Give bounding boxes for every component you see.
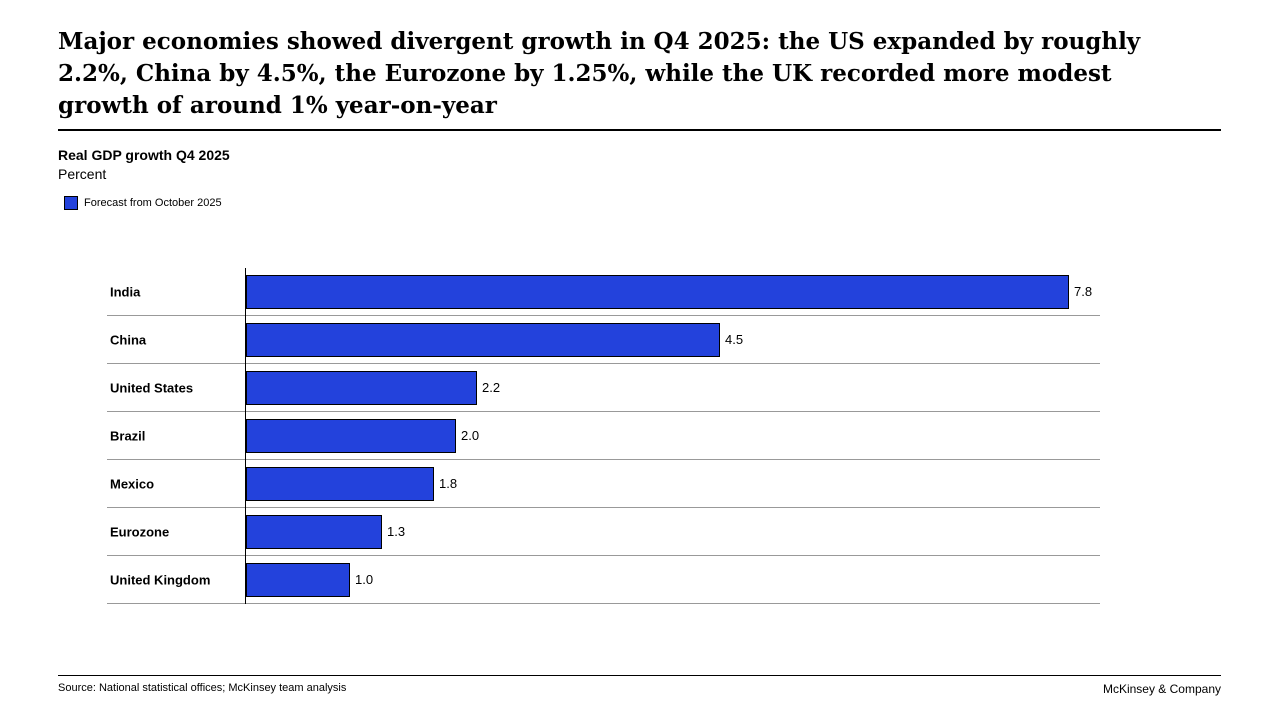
category-label: China [110, 332, 147, 347]
source-note: Source: National statistical offices; Mc… [58, 682, 347, 694]
category-label: India [110, 284, 141, 299]
bar-value-label: 7.8 [1074, 284, 1093, 299]
category-label: Mexico [110, 476, 155, 491]
bar-wrap: 1.8 [246, 460, 457, 507]
bar [246, 322, 720, 357]
chart-row: India 7.8 [107, 268, 1100, 316]
legend-label: Forecast from October 2025 [84, 197, 222, 209]
exhibit-title-line: 2.2%, China by 4.5%, the Eurozone by 1.2… [58, 60, 1112, 87]
bar-value-label: 1.8 [439, 476, 458, 491]
chart-row: Brazil 2.0 [107, 412, 1100, 460]
legend-swatch-icon [64, 196, 78, 210]
chart-row: United States 2.2 [107, 364, 1100, 412]
bar-value-label: 1.3 [387, 524, 406, 539]
bar-wrap: 4.5 [246, 316, 743, 363]
bar-chart: India 7.8 China 4.5 United States 2.2 Brazil 2.… [107, 268, 1100, 604]
exhibit-title: Major economies showed divergent growth … [58, 26, 1221, 131]
chart-title: Real GDP growth Q4 2025 [58, 147, 230, 163]
chart-row: United Kingdom 1.0 [107, 556, 1100, 604]
bar [246, 562, 350, 597]
chart-row: Mexico 1.8 [107, 460, 1100, 508]
bar-wrap: 1.0 [246, 556, 373, 603]
chart-unit-label: Percent [58, 166, 107, 182]
brand-logotype: McKinsey & Company [1102, 682, 1221, 696]
bar-wrap: 2.0 [246, 412, 479, 459]
category-label: United Kingdom [110, 572, 211, 587]
exhibit-title-line: growth of around 1% year-on-year [58, 92, 497, 119]
chart-axis-line [245, 268, 246, 604]
footer-divider [58, 675, 1221, 676]
category-label: United States [110, 380, 194, 395]
bar-value-label: 1.0 [355, 572, 374, 587]
bar [246, 370, 477, 405]
chart-row: Eurozone 1.3 [107, 508, 1100, 556]
bar-value-label: 4.5 [725, 332, 744, 347]
bar [246, 418, 456, 453]
bar [246, 514, 382, 549]
bar [246, 466, 434, 501]
bar [246, 274, 1069, 309]
exhibit-title-line: Major economies showed divergent growth … [58, 28, 1141, 55]
bar-value-label: 2.0 [461, 428, 480, 443]
category-label: Brazil [110, 428, 146, 443]
chart-header: Real GDP growth Q4 2025 Percent [58, 146, 230, 184]
bar-wrap: 1.3 [246, 508, 405, 555]
bar-wrap: 2.2 [246, 364, 500, 411]
category-label: Eurozone [110, 524, 170, 539]
chart-legend: Forecast from October 2025 [64, 196, 222, 210]
bar-wrap: 7.8 [246, 268, 1092, 315]
bar-value-label: 2.2 [482, 380, 501, 395]
chart-row: China 4.5 [107, 316, 1100, 364]
